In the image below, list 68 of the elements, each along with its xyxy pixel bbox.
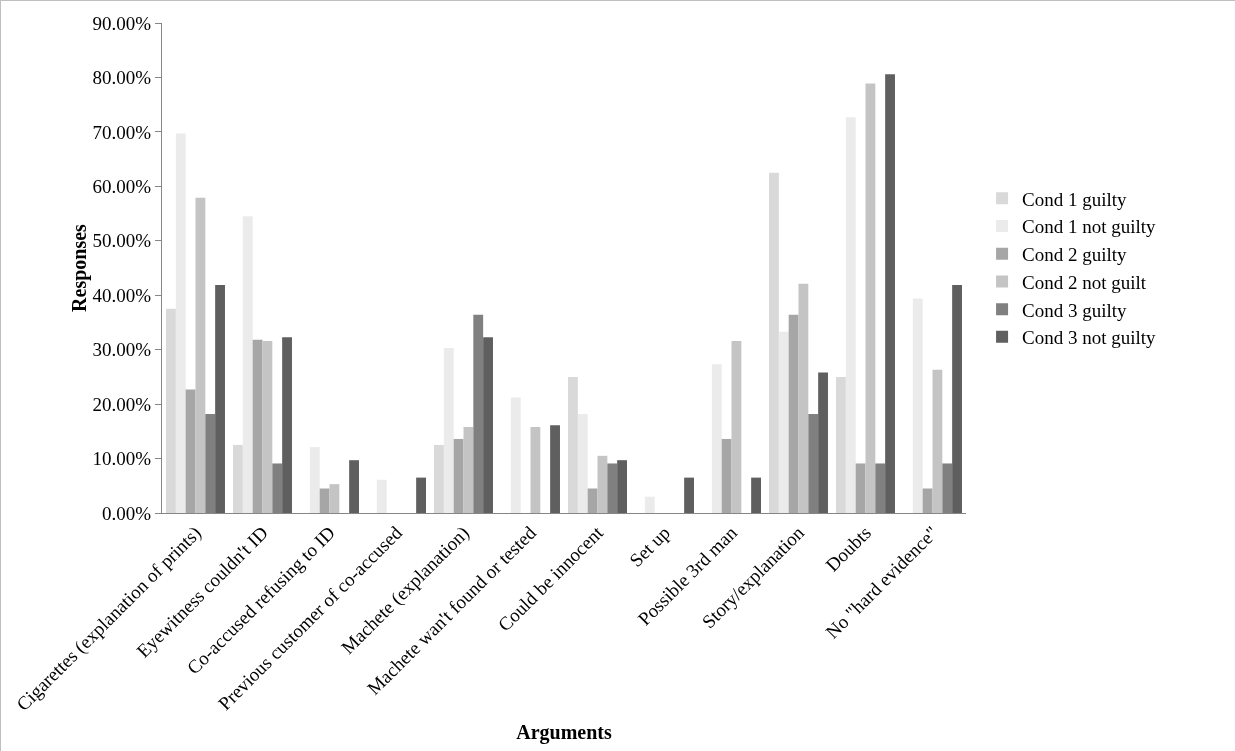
bar <box>185 389 196 513</box>
bar <box>349 460 359 513</box>
bar <box>175 133 186 513</box>
bar <box>376 479 387 513</box>
bar <box>587 488 598 513</box>
y-tick-label: 90.00% <box>92 12 152 34</box>
y-tick-label: 80.00% <box>92 67 152 89</box>
legend-label: Cond 3 guilty <box>1022 299 1128 321</box>
bar <box>684 477 694 513</box>
bar <box>434 444 444 513</box>
bar <box>932 369 943 513</box>
bar <box>195 197 206 513</box>
bar <box>788 314 799 513</box>
bar <box>798 283 809 513</box>
bar <box>597 455 608 513</box>
bar <box>865 83 876 513</box>
bar <box>751 477 761 513</box>
legend-label: Cond 1 not guilty <box>1022 216 1157 238</box>
bar <box>922 488 933 513</box>
bar <box>453 438 464 513</box>
bar <box>912 298 923 513</box>
bar <box>731 340 742 513</box>
bar <box>242 216 253 513</box>
bar <box>952 284 962 513</box>
bar <box>778 331 789 513</box>
bar <box>885 74 895 513</box>
y-tick-label: 70.00% <box>92 121 152 143</box>
y-tick-label: 60.00% <box>92 175 152 197</box>
bar <box>483 337 493 513</box>
bar <box>262 340 273 513</box>
legend-label: Cond 2 guilty <box>1022 244 1128 266</box>
bar <box>233 444 243 513</box>
bar <box>550 425 560 513</box>
bar <box>282 337 292 513</box>
bar <box>463 426 474 513</box>
bar <box>836 376 846 513</box>
y-tick-label: 0.00% <box>102 502 152 524</box>
bar <box>252 339 263 513</box>
bar <box>721 438 732 513</box>
bar <box>166 308 176 513</box>
bar <box>845 117 856 513</box>
bar <box>617 460 627 513</box>
bar <box>443 348 454 513</box>
y-axis-title: Responses <box>67 223 91 312</box>
bar <box>577 413 588 513</box>
y-tick-label: 10.00% <box>92 448 152 470</box>
bar <box>510 397 521 513</box>
legend-label: Cond 1 guilty <box>1022 188 1128 210</box>
bar <box>416 477 426 513</box>
bar <box>309 447 320 513</box>
bar <box>818 372 828 513</box>
legend-label: Cond 3 not guilty <box>1022 327 1157 349</box>
bar <box>568 376 578 513</box>
y-tick-label: 40.00% <box>92 284 152 306</box>
x-tick-label: Set up <box>625 522 675 571</box>
y-tick-label: 50.00% <box>92 230 152 252</box>
bar <box>215 284 225 513</box>
bar <box>644 496 655 513</box>
bar <box>530 426 541 513</box>
bar <box>319 488 330 513</box>
y-tick-label: 30.00% <box>92 339 152 361</box>
bar <box>711 364 722 513</box>
legend-label: Cond 2 not guilt <box>1022 271 1147 293</box>
x-axis-title: Arguments <box>516 721 612 745</box>
bar <box>855 463 866 513</box>
bar <box>769 172 779 513</box>
bar <box>329 484 340 513</box>
y-tick-label: 20.00% <box>92 393 152 415</box>
